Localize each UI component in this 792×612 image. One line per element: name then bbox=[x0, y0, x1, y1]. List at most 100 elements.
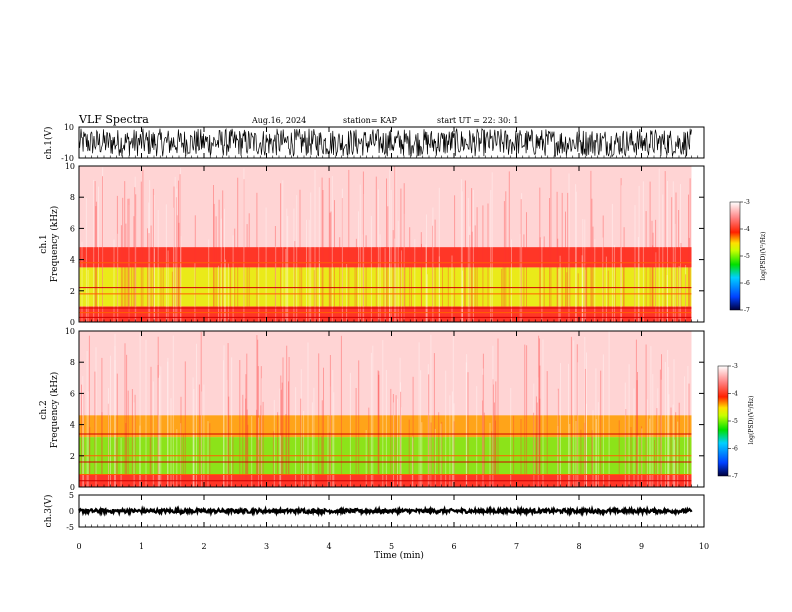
ch2-spectrogram-streak bbox=[167, 361, 169, 487]
ch2-spectrogram-streak bbox=[114, 360, 116, 487]
ch1-spectrogram-streak bbox=[672, 181, 674, 322]
ch2-spectrogram-streak bbox=[158, 365, 160, 487]
ch2-spectrogram-streak bbox=[180, 396, 182, 487]
ch1-spectrogram-streak bbox=[666, 275, 668, 322]
ch2-spectrogram-streak bbox=[418, 342, 420, 487]
ch1-spectrogram-streak bbox=[135, 215, 137, 322]
ch2-spectrogram-streak bbox=[258, 439, 260, 487]
ch2-spectrogram-streak bbox=[520, 419, 522, 487]
ch1-spectrogram-streak bbox=[577, 273, 579, 322]
ch1-spectrogram-streak bbox=[471, 231, 473, 322]
ch1-ytick-bottom: -10 bbox=[61, 154, 74, 163]
ch1-spectrogram-streak bbox=[258, 246, 260, 322]
ch2-spectrogram-streak bbox=[257, 366, 259, 487]
ch2-spectrogram-streak bbox=[172, 335, 174, 487]
start-time-label: start UT = 22: 30: 1 bbox=[437, 116, 518, 125]
ch2-spectrogram-streak bbox=[200, 332, 202, 487]
ch1-spectrogram-streak bbox=[395, 166, 397, 322]
ch2-spectrogram-streak bbox=[670, 407, 672, 487]
ch2-spectrogram-streak bbox=[492, 345, 494, 487]
ch2-spectrogram-streak bbox=[489, 422, 491, 487]
ch1-spectrogram-streak bbox=[394, 166, 396, 322]
ch1-spectrogram-streak bbox=[501, 268, 503, 322]
ch1-spectrogram-streak bbox=[607, 270, 609, 322]
ch2-spectrogram-streak bbox=[323, 367, 324, 487]
ch1-spectrogram-streak bbox=[556, 191, 558, 322]
ch2-spectrogram-streak bbox=[678, 402, 680, 487]
ch1-spectrogram-streak bbox=[218, 199, 220, 322]
ch2-spectrogram-streak bbox=[430, 422, 432, 487]
ch2-spectrogram-cb-tick-label: -6 bbox=[732, 446, 738, 453]
ch2-spectrogram-streak bbox=[492, 379, 494, 487]
ch2-spectrogram-nodata bbox=[691, 331, 704, 487]
ch2-spectrogram-streak bbox=[602, 354, 604, 487]
ch1-spectrogram-streak bbox=[511, 239, 512, 322]
ch2-spectrogram-streak bbox=[539, 365, 541, 487]
ch2-spectrogram-streak bbox=[385, 370, 387, 487]
ch1-spectrogram-streak bbox=[421, 243, 422, 322]
ch1-spectrogram-streak bbox=[179, 174, 181, 322]
ch1-spectrogram-streak bbox=[674, 223, 676, 322]
ch2-spectrogram-streak bbox=[628, 364, 630, 487]
ch1-spectrogram-cb-tick-label: -6 bbox=[744, 280, 750, 287]
ch1-spectrogram-streak bbox=[386, 178, 387, 322]
ch1-spectrogram-streak bbox=[420, 232, 422, 322]
ch1-spectrogram-streak bbox=[390, 189, 392, 322]
ch1-spectrogram-band-3 bbox=[79, 166, 692, 248]
ch2-spectrogram-streak bbox=[261, 378, 263, 487]
ch2-spectrogram-streak bbox=[576, 344, 578, 487]
ch1-spectrogram-streak bbox=[605, 256, 607, 322]
ch2-spectrogram-streak bbox=[395, 395, 397, 487]
ch1-spectrogram-streak bbox=[328, 177, 330, 322]
ch1-spectrogram-streak bbox=[248, 213, 250, 322]
ch1-spectrogram-streak bbox=[438, 187, 440, 322]
ch2-spectrogram-streak bbox=[198, 384, 200, 487]
ch2-spectrogram-streak bbox=[193, 389, 195, 487]
ch2-spectrogram-streak bbox=[82, 392, 84, 487]
ch2-spectrogram-streak bbox=[89, 427, 91, 487]
ch2-spectrogram-streak bbox=[157, 365, 159, 487]
ch1-spectrogram-streak bbox=[246, 224, 248, 322]
ch1-spectrogram-streak bbox=[310, 192, 312, 322]
ch1-spectrogram-streak bbox=[523, 234, 525, 322]
ch2-spectrogram-streak bbox=[536, 402, 538, 487]
ch1-spectrogram-streak bbox=[559, 255, 561, 322]
ch2-spectrogram-streak bbox=[393, 402, 394, 487]
ch2-spectrogram-ytick-label: 6 bbox=[70, 389, 75, 398]
ch1-spectrogram-streak bbox=[318, 261, 320, 322]
ch2-spectrogram-streak bbox=[313, 387, 315, 487]
ch1-spectrogram-streak bbox=[93, 179, 95, 322]
ch2-spectrogram-streak bbox=[94, 371, 96, 487]
ch1-spectrogram-streak bbox=[318, 187, 320, 322]
date-label: Aug.16, 2024 bbox=[251, 116, 306, 125]
ch2-spectrogram-streak bbox=[260, 366, 262, 487]
ch2-spectrogram-streak bbox=[196, 343, 197, 487]
ch1-spectrogram-streak bbox=[176, 188, 178, 322]
ch2-spectrogram-streak bbox=[625, 409, 627, 487]
ch1-spectrogram-ytick-label: 8 bbox=[70, 193, 75, 202]
ch2-spectrogram-streak bbox=[667, 349, 669, 487]
ch1-spectrogram-streak bbox=[287, 216, 289, 322]
ch2-spectrogram-streak bbox=[256, 409, 258, 487]
ch2-spectrogram-streak bbox=[273, 400, 275, 487]
ch2-spectrogram-streak bbox=[465, 362, 467, 487]
x-axis-label: Time (min) bbox=[374, 550, 424, 561]
ch2-spectrogram-streak bbox=[535, 396, 537, 487]
ch2-spectrogram-streak bbox=[533, 383, 535, 487]
ch2-spectrogram-streak bbox=[282, 357, 284, 487]
ch2-spectrogram-streak bbox=[318, 353, 320, 487]
ch1-spectrogram-streak bbox=[133, 216, 135, 322]
ch1-spectrogram-streak bbox=[194, 215, 196, 322]
ch1-spectrogram-streak bbox=[403, 213, 405, 322]
ch1-spectrogram-streak bbox=[472, 189, 474, 322]
ch1-spectrogram-streak bbox=[275, 246, 277, 322]
ch1-spectrogram-streak bbox=[375, 176, 377, 322]
x-tick-label: 3 bbox=[264, 542, 269, 551]
ch2-spectrogram-streak bbox=[570, 336, 572, 487]
x-tick-label: 2 bbox=[201, 542, 206, 551]
ch1-spectrogram-streak bbox=[122, 197, 124, 322]
ch2-spectrogram-streak bbox=[246, 409, 248, 487]
ch1-spectrogram-streak bbox=[167, 250, 169, 322]
ch2-spectrogram-streak bbox=[618, 420, 620, 487]
